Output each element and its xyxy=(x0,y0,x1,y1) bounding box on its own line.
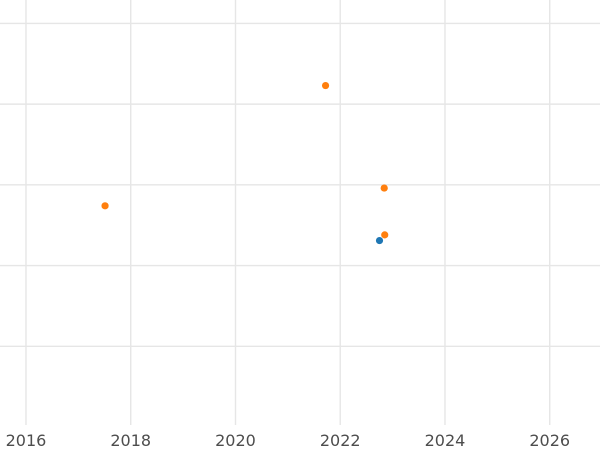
x-tick-label: 2016 xyxy=(6,431,47,450)
data-point-orange-series xyxy=(380,184,388,192)
x-tick-label: 2026 xyxy=(529,431,570,450)
x-tick-label: 2024 xyxy=(425,431,466,450)
x-tick-label: 2020 xyxy=(215,431,256,450)
data-point-blue-series xyxy=(375,236,384,245)
x-tick-label: 2022 xyxy=(320,431,361,450)
data-point-orange-series xyxy=(321,81,330,90)
data-point-orange-series xyxy=(381,231,389,239)
data-point-orange-series xyxy=(101,202,109,210)
x-tick-label: 2018 xyxy=(110,431,151,450)
